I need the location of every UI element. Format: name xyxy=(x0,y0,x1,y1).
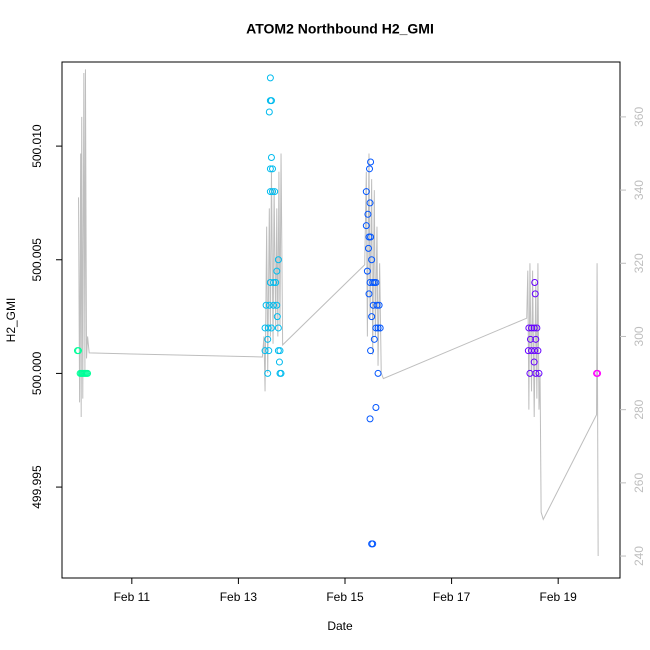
point xyxy=(526,335,534,343)
point xyxy=(265,347,273,355)
point xyxy=(594,369,602,377)
point xyxy=(533,324,541,332)
point xyxy=(269,188,277,196)
point xyxy=(534,347,542,355)
x-axis-label: Date xyxy=(327,619,353,633)
plot-box xyxy=(61,61,621,579)
point xyxy=(367,158,375,166)
x-tick-label: Feb 15 xyxy=(326,590,364,604)
y-tick-label: 500.005 xyxy=(30,238,44,282)
y-tick-label: 500.000 xyxy=(30,351,44,395)
point xyxy=(261,347,269,355)
point xyxy=(264,335,272,343)
point xyxy=(365,290,373,298)
point xyxy=(269,165,277,173)
point xyxy=(372,404,380,412)
y2-tick-label: 340 xyxy=(632,180,646,200)
point xyxy=(273,267,281,275)
point xyxy=(368,540,376,548)
point xyxy=(374,324,382,332)
point xyxy=(372,278,380,286)
x-tick-label: Feb 19 xyxy=(539,590,577,604)
point xyxy=(366,415,374,423)
y2-tick-label: 320 xyxy=(632,253,646,273)
x-tick-label: Feb 17 xyxy=(433,590,471,604)
point xyxy=(84,369,92,377)
point xyxy=(363,267,371,275)
point xyxy=(267,324,275,332)
point xyxy=(372,324,380,332)
point xyxy=(276,347,284,355)
point xyxy=(373,301,381,309)
y-tick-label: 499.995 xyxy=(30,465,44,509)
point xyxy=(370,335,378,343)
point xyxy=(375,301,383,309)
point xyxy=(265,301,273,309)
y2-tick-label: 240 xyxy=(632,546,646,566)
x-tick-label: Feb 11 xyxy=(114,590,151,604)
point xyxy=(273,313,281,321)
point xyxy=(364,210,372,218)
point xyxy=(374,369,382,377)
point xyxy=(270,301,278,309)
point xyxy=(362,222,370,230)
point xyxy=(531,278,539,286)
point xyxy=(264,324,272,332)
point xyxy=(376,324,384,332)
point xyxy=(531,347,539,355)
point xyxy=(532,369,540,377)
point xyxy=(528,324,536,332)
x-tick-label: Feb 13 xyxy=(220,590,258,604)
point xyxy=(367,233,375,241)
point xyxy=(367,347,375,355)
y2-tick-label: 300 xyxy=(632,326,646,346)
point xyxy=(525,324,533,332)
point xyxy=(532,335,540,343)
point xyxy=(75,347,83,355)
point xyxy=(273,301,281,309)
point xyxy=(274,324,282,332)
y-axis-label: H2_GMI xyxy=(4,298,18,343)
point xyxy=(266,74,274,82)
point xyxy=(531,290,539,298)
point xyxy=(272,278,280,286)
point xyxy=(368,256,376,264)
y-tick-label: 500.010 xyxy=(30,124,44,168)
point xyxy=(266,278,274,286)
point xyxy=(267,97,275,105)
line xyxy=(78,69,599,557)
point xyxy=(277,369,285,377)
point xyxy=(266,188,274,196)
point xyxy=(265,108,273,116)
y2-tick-label: 360 xyxy=(632,107,646,127)
point xyxy=(267,153,275,161)
point xyxy=(364,244,372,252)
point xyxy=(270,278,278,286)
point xyxy=(530,358,538,366)
point xyxy=(366,165,374,173)
point xyxy=(535,369,543,377)
point xyxy=(530,324,538,332)
point xyxy=(262,301,270,309)
point xyxy=(264,369,272,377)
y2-tick-label: 280 xyxy=(632,399,646,419)
point xyxy=(275,358,283,366)
point xyxy=(271,188,279,196)
point xyxy=(366,199,374,207)
point xyxy=(266,165,274,173)
point xyxy=(274,256,282,264)
point xyxy=(368,313,376,321)
y2-tick-label: 260 xyxy=(632,473,646,493)
chart-title: ATOM2 Northbound H2_GMI xyxy=(246,21,434,37)
point xyxy=(362,188,370,196)
